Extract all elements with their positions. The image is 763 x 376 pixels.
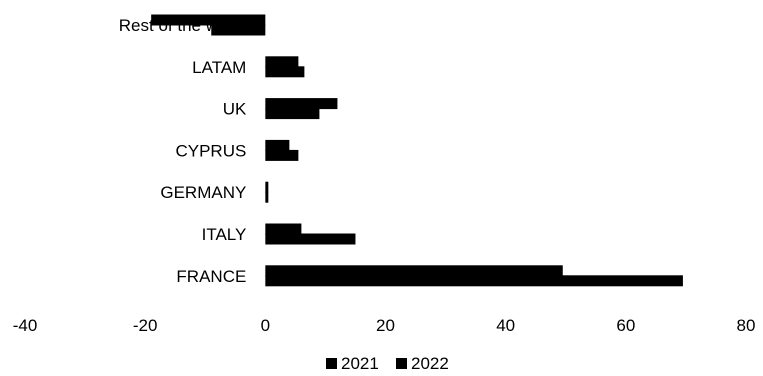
x-tick-label: 20 bbox=[376, 316, 395, 335]
bar-france-2022 bbox=[265, 275, 683, 287]
x-axis-tick-labels: -40 -20 0 20 40 60 80 bbox=[13, 316, 756, 335]
category-label-cyprus: CYPRUS bbox=[175, 141, 246, 160]
bar-cyprus-2022 bbox=[265, 149, 299, 161]
bar-rest-of-the-world-2022 bbox=[211, 24, 266, 36]
legend-label-2021: 2021 bbox=[341, 354, 379, 373]
legend-label-2022: 2022 bbox=[411, 354, 449, 373]
bar-france-2021 bbox=[265, 265, 563, 277]
category-label-italy: ITALY bbox=[202, 225, 247, 244]
category-label-uk: UK bbox=[223, 100, 247, 119]
legend: 2021 2022 bbox=[326, 354, 449, 373]
x-tick-label: 40 bbox=[496, 316, 515, 335]
category-labels: Rest of the world LATAM UK CYPRUS GERMANY ITA… bbox=[119, 16, 247, 286]
legend-swatch-2021 bbox=[326, 358, 337, 369]
bar-uk-2021 bbox=[265, 98, 338, 110]
bar-germany-2022 bbox=[265, 191, 269, 203]
bar-rest-of-the-world-2021 bbox=[151, 14, 266, 26]
x-tick-label: -40 bbox=[13, 316, 38, 335]
bar-italy-2021 bbox=[265, 223, 302, 235]
bar-uk-2022 bbox=[265, 108, 320, 120]
bar-germany-2021 bbox=[265, 181, 269, 193]
bar-latam-2021 bbox=[265, 56, 299, 68]
legend-item-2021: 2021 bbox=[326, 354, 379, 373]
bar-cyprus-2021 bbox=[265, 139, 290, 151]
bars-layer bbox=[151, 14, 683, 287]
x-tick-label: 60 bbox=[616, 316, 635, 335]
legend-item-2022: 2022 bbox=[396, 354, 449, 373]
bar-italy-2022 bbox=[265, 233, 356, 245]
x-tick-label: -20 bbox=[133, 316, 158, 335]
x-tick-label: 0 bbox=[261, 316, 270, 335]
category-label-france: FRANCE bbox=[176, 267, 246, 286]
category-label-rest-of-the-world: Rest of the world bbox=[119, 16, 247, 35]
legend-swatch-2022 bbox=[396, 358, 407, 369]
x-tick-label: 80 bbox=[737, 316, 756, 335]
bar-latam-2022 bbox=[265, 66, 305, 78]
category-label-latam: LATAM bbox=[192, 58, 246, 77]
category-label-germany: GERMANY bbox=[160, 183, 246, 202]
